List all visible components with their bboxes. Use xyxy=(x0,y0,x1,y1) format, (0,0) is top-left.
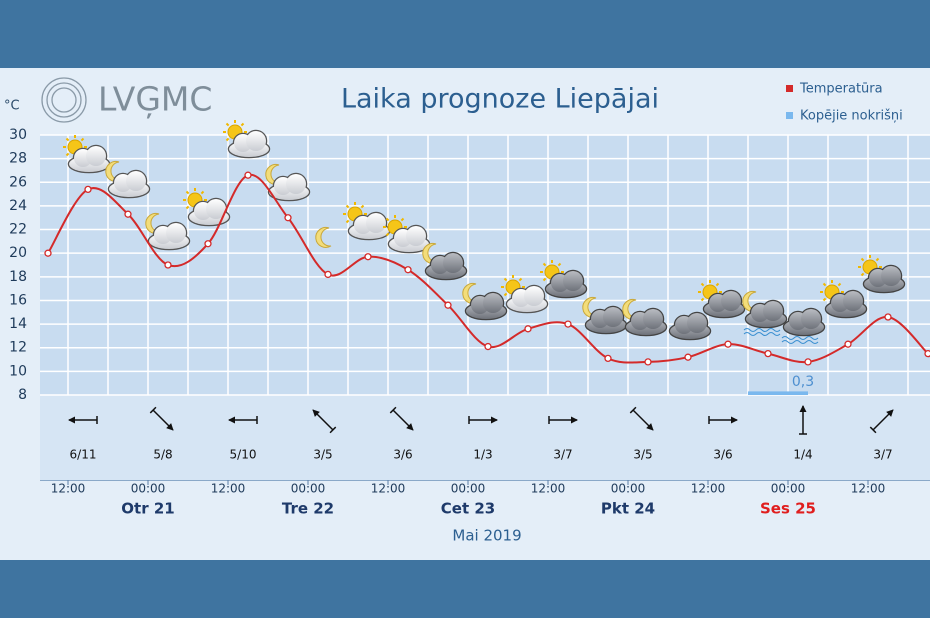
x-tick-label: 12:00 xyxy=(531,482,566,496)
wind-head xyxy=(571,416,578,424)
y-tick-label: 14 xyxy=(9,316,27,332)
x-tick-label: 12:00 xyxy=(851,482,886,496)
temperature-point xyxy=(924,349,930,358)
unit: °C xyxy=(4,99,20,114)
wind-head xyxy=(228,416,235,424)
legend-swatch xyxy=(786,112,793,119)
legend-label: Kopējie nokrišņi xyxy=(800,109,903,124)
legend-swatch xyxy=(786,85,793,92)
wind-label: 3/5 xyxy=(633,448,652,462)
y-tick-label: 8 xyxy=(18,387,27,403)
wind-head xyxy=(731,416,738,424)
day-label: Pkt 24 xyxy=(601,500,655,518)
logo xyxy=(41,77,87,123)
x-tick-label: 12:00 xyxy=(691,482,726,496)
wind-tail xyxy=(629,406,637,414)
y-tick-label: 10 xyxy=(9,363,27,379)
day-label: Cet 23 xyxy=(441,500,495,518)
temperature-point xyxy=(484,342,492,351)
wind-area xyxy=(40,395,930,480)
x-tick-label: 00:00 xyxy=(291,482,326,496)
x-tick-label: 00:00 xyxy=(771,482,806,496)
temperature-point xyxy=(324,270,332,279)
axis-line xyxy=(40,480,930,481)
temperature-point xyxy=(244,171,252,179)
x-tick-label: 12:00 xyxy=(211,482,246,496)
y-tick-label: 30 xyxy=(9,127,27,143)
temperature-point xyxy=(804,358,812,366)
y-tick-label: 18 xyxy=(9,269,27,285)
temperature-point xyxy=(84,185,92,194)
temperature-point xyxy=(604,354,612,363)
y-tick-label: 28 xyxy=(9,151,27,167)
wind-arrow xyxy=(68,416,98,424)
y-tick-label: 26 xyxy=(9,174,27,190)
wind-label: 3/5 xyxy=(313,448,332,462)
wind-label: 3/6 xyxy=(393,448,412,462)
temperature-point xyxy=(364,253,372,261)
wind-arrow xyxy=(799,405,807,435)
x-tick-label: 12:00 xyxy=(51,482,86,496)
temperature-point xyxy=(644,358,652,366)
wind-label: 3/6 xyxy=(713,448,732,462)
wind-label: 3/7 xyxy=(553,448,572,462)
logo-text: LVĢMC xyxy=(98,80,212,119)
x-axis-title: Mai 2019 xyxy=(452,527,521,545)
x-tick-label: 00:00 xyxy=(131,482,166,496)
wind-tail xyxy=(389,406,397,414)
temperature-point xyxy=(204,240,212,248)
wind-label: 6/11 xyxy=(70,448,97,462)
wind-arrow xyxy=(708,416,738,424)
temperature-point xyxy=(724,340,732,348)
wind-tail xyxy=(329,426,337,434)
x-tick-label: 12:00 xyxy=(371,482,406,496)
temperature-point xyxy=(404,266,412,274)
precipitation-label: 0,3 xyxy=(792,374,814,390)
wind-label: 1/3 xyxy=(473,448,492,462)
temperature-point xyxy=(684,353,692,361)
rain-symbol xyxy=(743,328,781,336)
temperature-point xyxy=(124,210,132,218)
wind-head xyxy=(68,416,75,424)
temperature-point xyxy=(844,340,852,348)
y-tick-label: 12 xyxy=(9,340,27,356)
temperature-point xyxy=(44,249,52,257)
temperature-point xyxy=(164,261,172,269)
wind-tail xyxy=(149,406,157,414)
temperature-point xyxy=(524,325,532,333)
y-tick-label: 24 xyxy=(9,198,27,214)
x-tick-label: 00:00 xyxy=(451,482,486,496)
wind-arrow xyxy=(228,416,258,424)
day-label: Tre 22 xyxy=(282,500,334,518)
wind-label: 5/8 xyxy=(153,448,172,462)
wind-arrow xyxy=(468,416,498,424)
legend-label: Temperatūra xyxy=(799,82,883,97)
temperature-line xyxy=(47,173,929,364)
rain-symbol xyxy=(781,336,819,344)
temperature-point xyxy=(884,313,892,321)
y-tick-label: 22 xyxy=(9,222,27,238)
wind-label: 5/10 xyxy=(230,448,257,462)
day-label: Ses 25 xyxy=(760,500,816,518)
temperature-point xyxy=(444,301,452,309)
temperature-point xyxy=(764,349,772,358)
day-label: Otr 21 xyxy=(121,500,174,518)
temperature-point xyxy=(284,214,292,222)
y-tick-label: 20 xyxy=(9,245,27,261)
plot-area xyxy=(40,135,930,395)
y-tick-label: 16 xyxy=(9,292,27,308)
wind-label: 1/4 xyxy=(793,448,812,462)
wind-head xyxy=(491,416,498,424)
wind-arrow xyxy=(548,416,578,424)
x-tick-label: 00:00 xyxy=(611,482,646,496)
wind-tail xyxy=(869,426,877,434)
chart-title: Laika prognoze Liepājai xyxy=(341,84,659,115)
precipitation-bar xyxy=(748,391,808,395)
wind-head xyxy=(799,405,807,412)
temperature-point xyxy=(564,320,572,328)
wind-label: 3/7 xyxy=(873,448,892,462)
